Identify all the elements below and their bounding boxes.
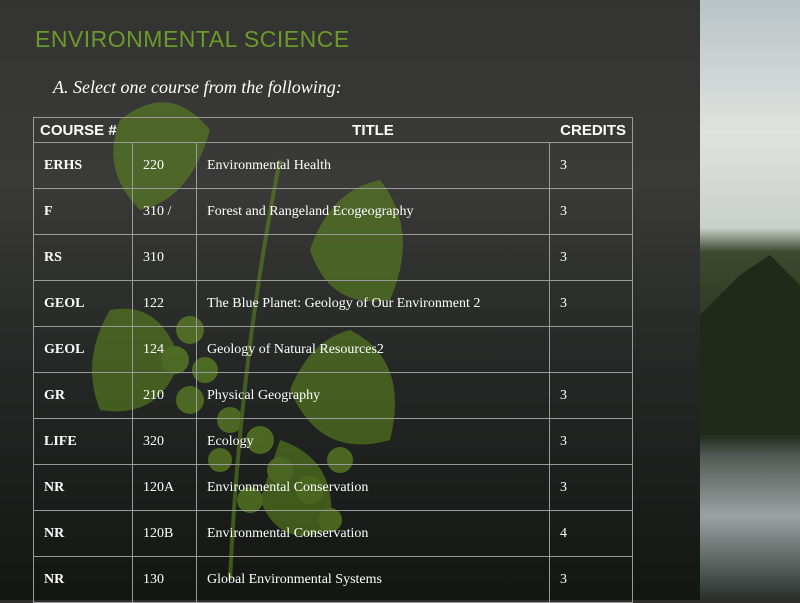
table-row: GEOL 124 Geology of Natural Resources2 bbox=[33, 326, 633, 373]
course-credits: 4 bbox=[549, 510, 633, 557]
course-credits: 3 bbox=[549, 280, 633, 327]
course-number: 220 bbox=[132, 142, 197, 189]
course-credits: 3 bbox=[549, 372, 633, 419]
course-number: 120A bbox=[132, 464, 197, 511]
course-credits: 3 bbox=[549, 188, 633, 235]
header-title: TITLE bbox=[196, 117, 550, 143]
table-row: NR 120A Environmental Conservation 3 bbox=[33, 464, 633, 511]
course-table: COURSE # TITLE CREDITS ERHS 220 Environmen… bbox=[33, 117, 633, 603]
course-dept: RS bbox=[33, 234, 133, 281]
table-row: NR 130 Global Environmental Systems 3 bbox=[33, 556, 633, 603]
table-header-row: COURSE # TITLE CREDITS bbox=[33, 117, 633, 143]
course-dept: GEOL bbox=[33, 326, 133, 373]
course-number: 130 bbox=[132, 556, 197, 603]
course-credits: 3 bbox=[549, 142, 633, 189]
header-credits: CREDITS bbox=[549, 117, 633, 143]
page-title: ENVIRONMENTAL SCIENCE bbox=[35, 26, 350, 52]
course-number: 210 bbox=[132, 372, 197, 419]
course-credits: 3 bbox=[549, 556, 633, 603]
course-number: 310 bbox=[132, 234, 197, 281]
course-credits bbox=[549, 326, 633, 373]
course-title bbox=[196, 234, 550, 281]
course-dept: GEOL bbox=[33, 280, 133, 327]
course-title: Environmental Conservation bbox=[196, 464, 550, 511]
course-dept: ERHS bbox=[33, 142, 133, 189]
course-credits: 3 bbox=[549, 464, 633, 511]
course-number: 124 bbox=[132, 326, 197, 373]
table-row: ERHS 220 Environmental Health 3 bbox=[33, 142, 633, 189]
course-title: The Blue Planet: Geology of Our Environm… bbox=[196, 280, 550, 327]
course-dept: NR bbox=[33, 510, 133, 557]
course-number: 310 / bbox=[132, 188, 197, 235]
course-title: Forest and Rangeland Ecogeography bbox=[196, 188, 550, 235]
header-course: COURSE # bbox=[33, 117, 197, 143]
course-dept: NR bbox=[33, 556, 133, 603]
course-number: 122 bbox=[132, 280, 197, 327]
table-row: GEOL 122 The Blue Planet: Geology of Our E… bbox=[33, 280, 633, 327]
table-row: LIFE 320 Ecology 3 bbox=[33, 418, 633, 465]
course-credits: 3 bbox=[549, 234, 633, 281]
course-number: 120B bbox=[132, 510, 197, 557]
course-title: Environmental Conservation bbox=[196, 510, 550, 557]
course-number: 320 bbox=[132, 418, 197, 465]
course-dept: LIFE bbox=[33, 418, 133, 465]
instruction-text: A. Select one course from the following: bbox=[53, 77, 342, 97]
course-title: Ecology bbox=[196, 418, 550, 465]
table-row: NR 120B Environmental Conservation 4 bbox=[33, 510, 633, 557]
course-dept: F bbox=[33, 188, 133, 235]
course-credits: 3 bbox=[549, 418, 633, 465]
course-title: Geology of Natural Resources2 bbox=[196, 326, 550, 373]
table-row: GR 210 Physical Geography 3 bbox=[33, 372, 633, 419]
course-dept: NR bbox=[33, 464, 133, 511]
course-title: Global Environmental Systems bbox=[196, 556, 550, 603]
course-title: Physical Geography bbox=[196, 372, 550, 419]
course-title: Environmental Health bbox=[196, 142, 550, 189]
course-dept: GR bbox=[33, 372, 133, 419]
table-row: F 310 /Forest and Rangeland Ecogeography 3 bbox=[33, 188, 633, 235]
table-row: RS 310 3 bbox=[33, 234, 633, 281]
